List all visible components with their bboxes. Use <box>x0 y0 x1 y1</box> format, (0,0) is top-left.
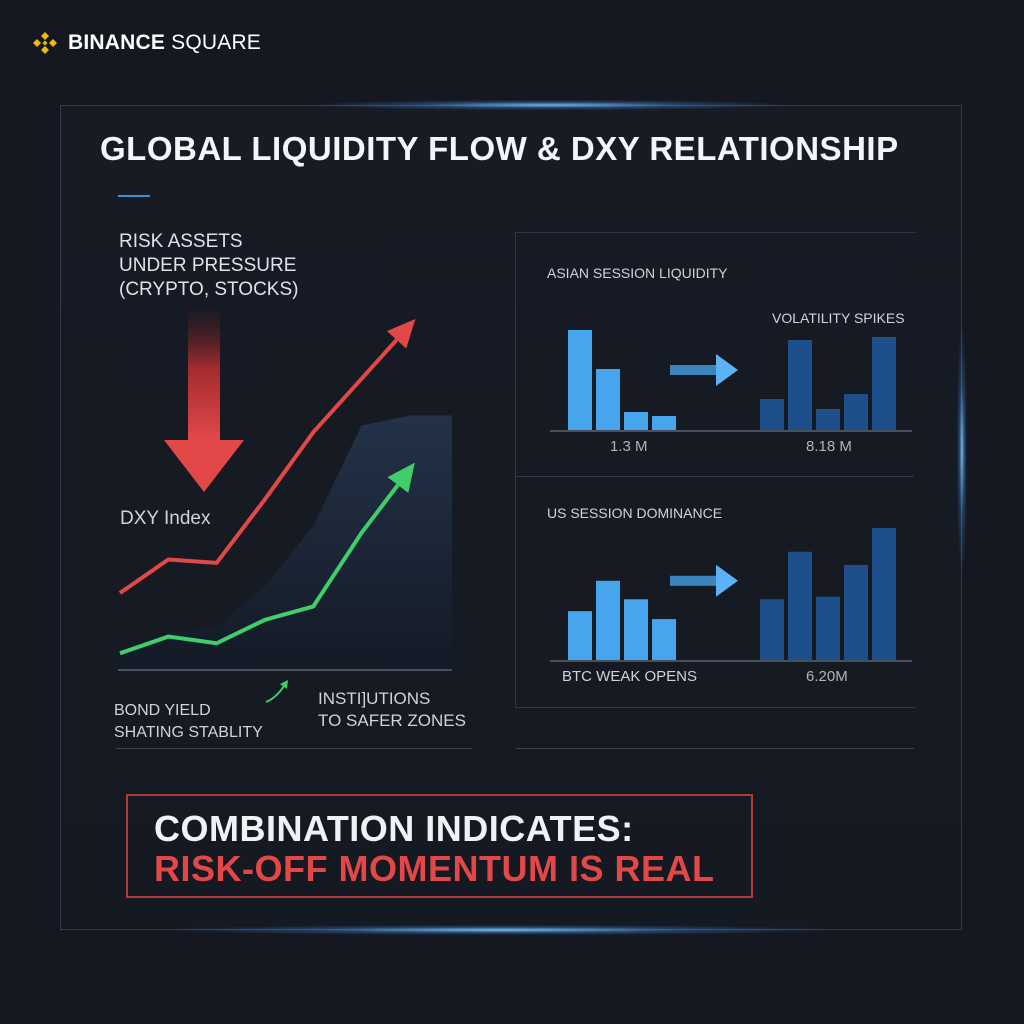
bar-after-4 <box>872 528 896 660</box>
binance-diamond-icon <box>33 32 57 54</box>
dxy-index-label: DXY Index <box>120 508 211 529</box>
bar-after-2 <box>816 409 840 430</box>
bar-before-1 <box>596 369 620 430</box>
bond-yield-label: BOND YIELD SHATING STABLITY <box>114 702 263 741</box>
divider-right <box>516 748 914 749</box>
asian-value-right: 8.18 M <box>806 438 852 455</box>
liquidity-area <box>120 415 452 670</box>
liquidity-line-chart <box>118 310 452 671</box>
us-value-right: 6.20M <box>806 668 848 685</box>
btc-weak-opens-label: BTC WEAK OPENS <box>562 668 698 685</box>
bar-after-1 <box>788 340 812 430</box>
bond-yield-series-line <box>119 483 400 656</box>
bar-after-4 <box>872 337 896 430</box>
glow-bottom <box>180 925 820 935</box>
infographic-card <box>60 105 962 930</box>
asian-session-label: ASIAN SESSION LIQUIDITY <box>547 265 728 281</box>
bar-after-3 <box>844 394 868 430</box>
title-accent-line <box>118 195 150 197</box>
glow-right <box>957 330 967 570</box>
institutions-label: INSTI]UTIONS TO SAFER ZONES <box>318 689 466 730</box>
callout-line2: RISK-OFF MOMENTUM IS REAL <box>154 848 715 889</box>
session-panel-separator <box>516 476 914 477</box>
bar-before-3 <box>652 416 676 430</box>
bar-after-0 <box>760 399 784 430</box>
bar-after-3 <box>844 564 868 660</box>
brand-name-bold: BINANCE <box>68 31 166 54</box>
right-arrow-icon <box>670 354 738 386</box>
volatility-spikes-label: VOLATILITY SPIKES <box>772 310 905 326</box>
asian-session-bar-chart <box>550 330 912 432</box>
dxy-series-line <box>118 338 399 595</box>
bar-after-1 <box>788 551 812 660</box>
conclusion-callout-box <box>126 794 753 898</box>
bar-after-0 <box>760 599 784 660</box>
bond-yield-series-arrowhead <box>387 462 415 493</box>
us-session-label: US SESSION DOMINANCE <box>547 505 723 521</box>
page-title: GLOBAL LIQUIDITY FLOW & DXY RELATIONSHIP <box>100 130 899 167</box>
asian-value-left: 1.3 M <box>610 438 648 455</box>
brand-name-regular: SQUARE <box>171 31 262 54</box>
bar-before-0 <box>568 330 592 430</box>
brand-name: BINANCE SQUARE <box>68 31 261 55</box>
us-session-bar-chart <box>550 528 912 662</box>
brand: BINANCE SQUARE <box>30 30 261 56</box>
green-curved-arrow-icon <box>265 680 288 703</box>
bar-after-2 <box>816 596 840 660</box>
session-panel <box>515 232 915 708</box>
bar-before-2 <box>624 412 648 430</box>
bar-before-1 <box>596 580 620 660</box>
red-down-arrow-icon <box>164 310 244 492</box>
dxy-series-arrowhead <box>386 319 416 349</box>
glow-top <box>320 100 780 110</box>
bar-before-0 <box>568 611 592 660</box>
risk-assets-label: RISK ASSETS UNDER PRESSURE (CRYPTO, STOC… <box>119 231 299 300</box>
bar-before-2 <box>624 599 648 660</box>
divider-left <box>116 748 472 749</box>
right-arrow-icon <box>670 564 738 597</box>
bar-before-3 <box>652 619 676 660</box>
callout-line1: COMBINATION INDICATES: <box>154 808 634 849</box>
